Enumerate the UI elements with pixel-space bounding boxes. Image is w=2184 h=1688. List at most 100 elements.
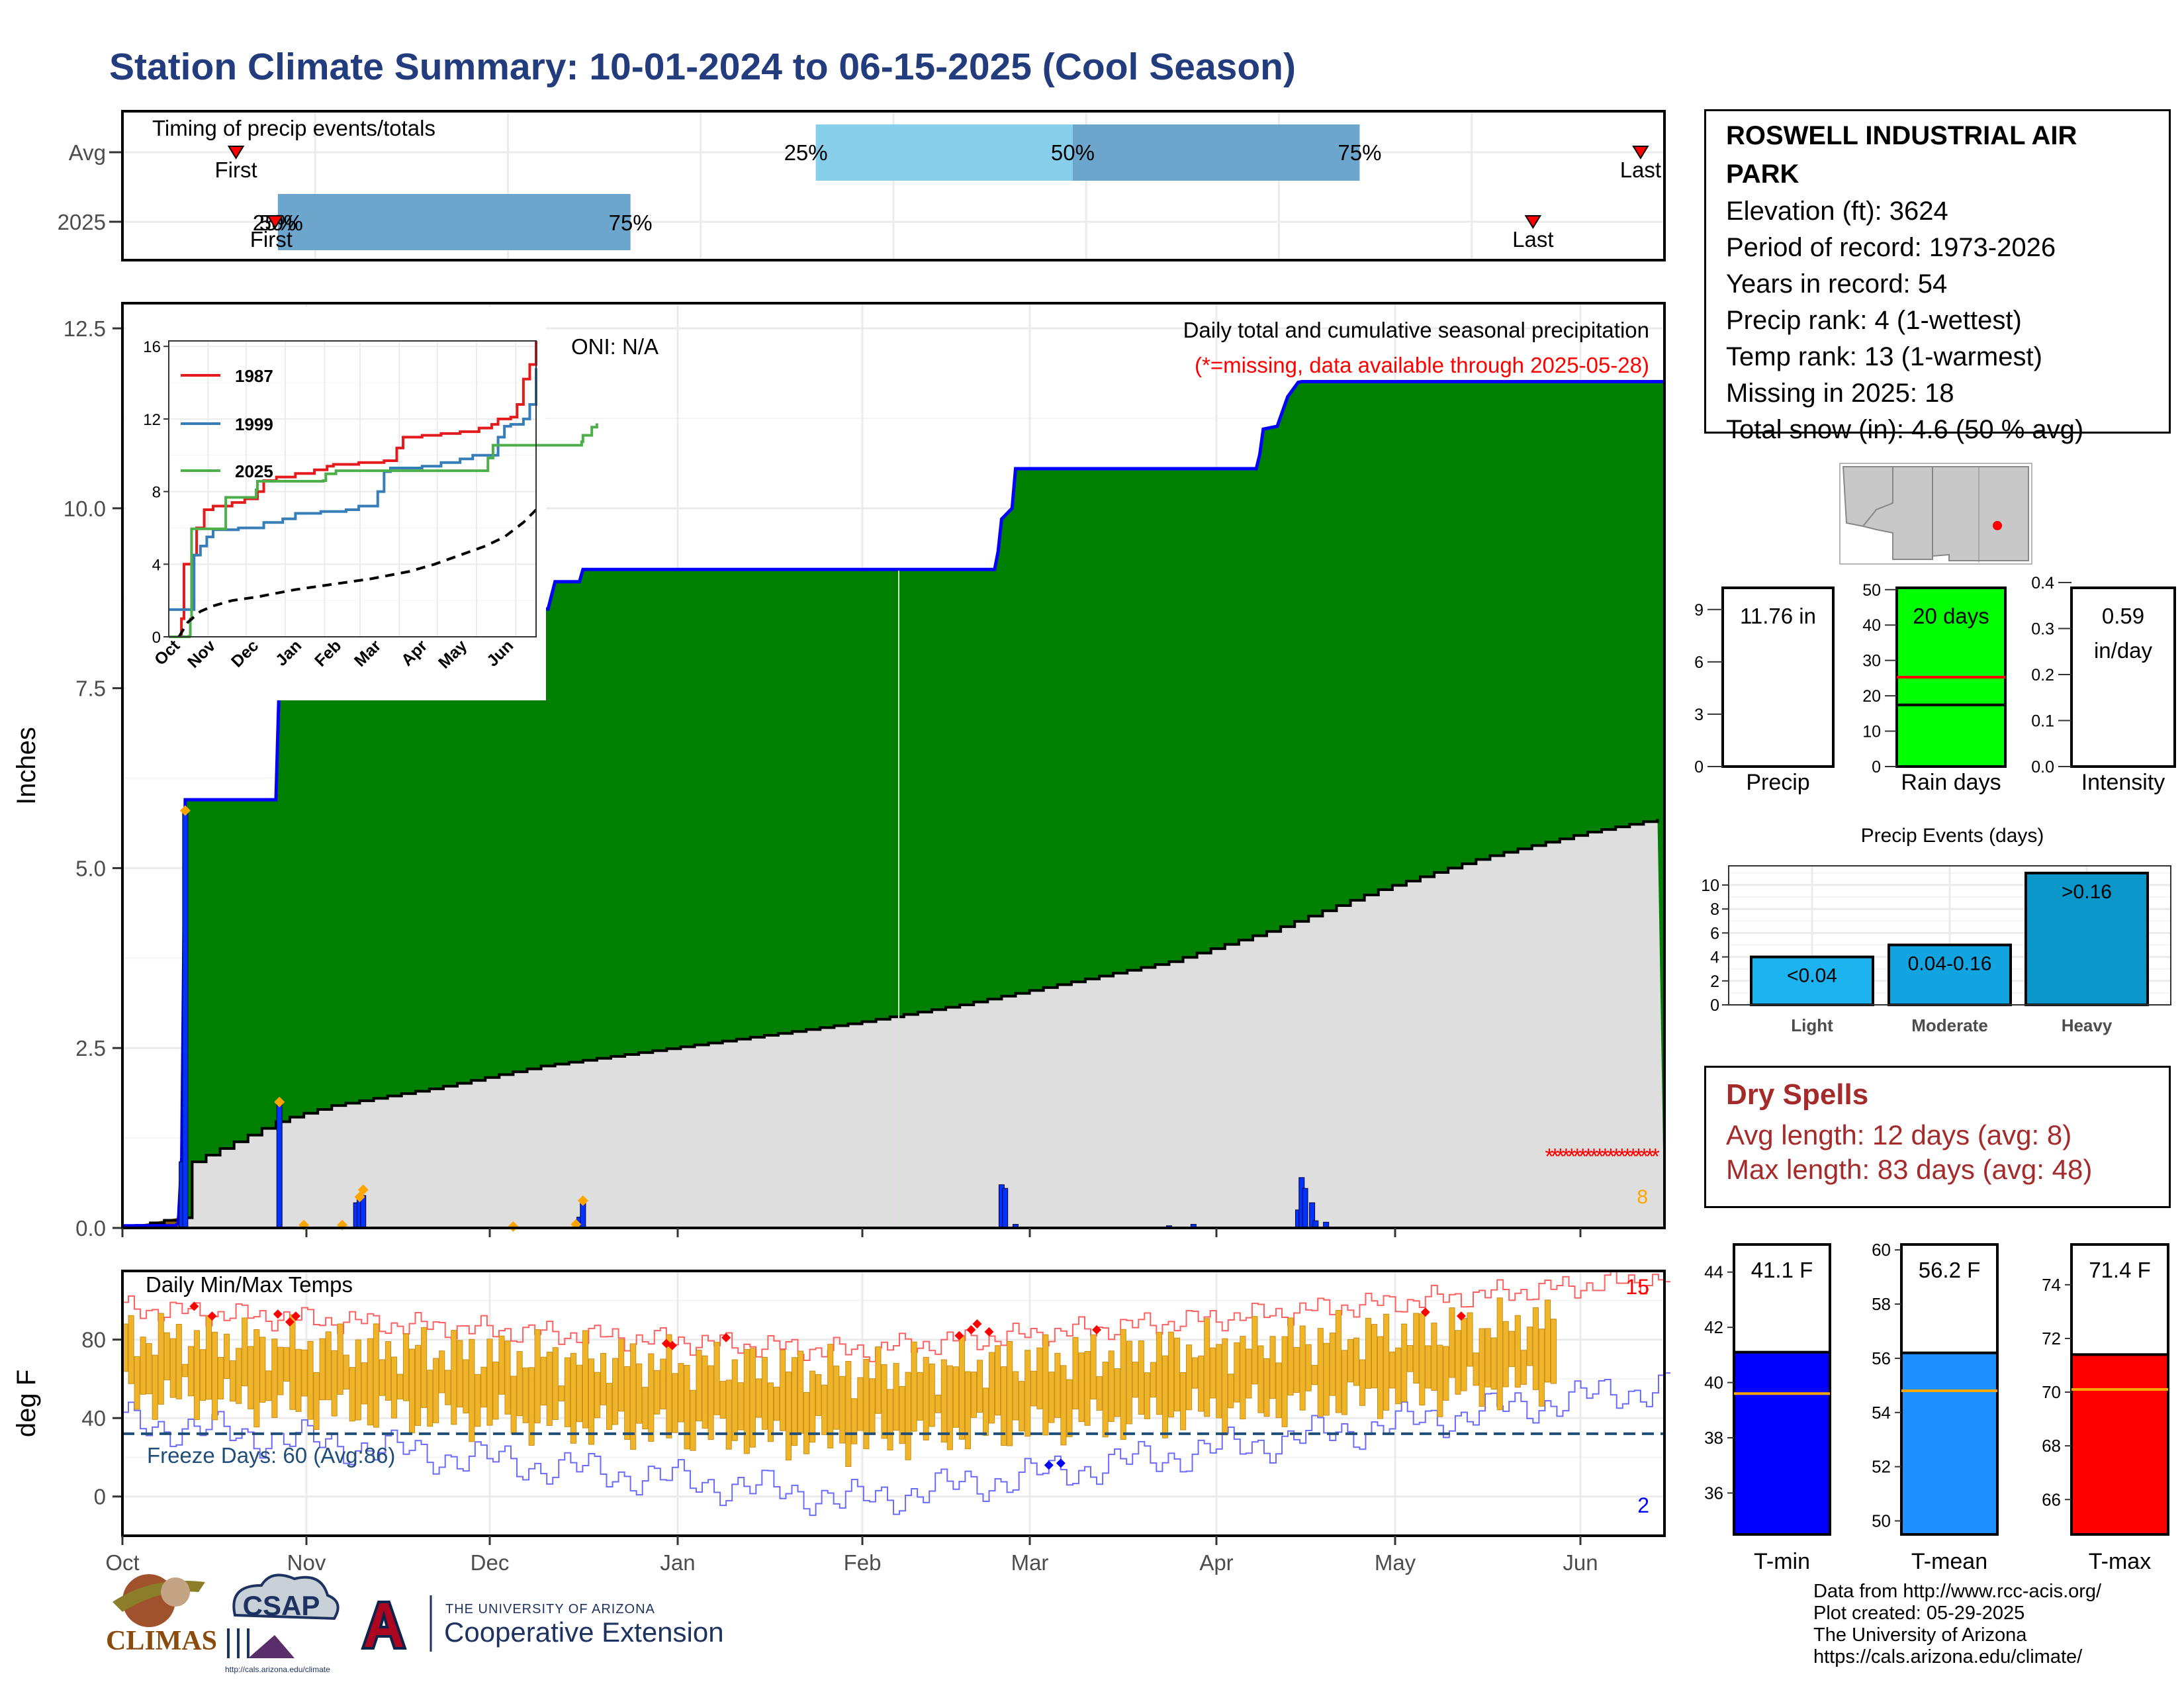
summary-y-tick-label: 0: [1694, 758, 1704, 776]
2025-last-marker: [1524, 215, 1542, 229]
daily-temp-bar: [1054, 1352, 1061, 1418]
daily-temp-bar: [1329, 1333, 1336, 1396]
logos: CSAP: [113, 1573, 432, 1658]
daily-temp-bar: [534, 1329, 541, 1424]
dry-spells-box: Dry Spells Avg length: 12 days (avg: 8) …: [1704, 1066, 2171, 1208]
snow-count: 8: [1637, 1186, 1648, 1208]
y-tick-label: 5.0: [75, 856, 106, 880]
daily-temp-bar: [821, 1384, 828, 1435]
summary-bars: 11.76 in 0 3 6 9 Precip 20 days 0 10 20 30 40 50 Rain…: [1694, 574, 2176, 795]
daily-temp-bar: [737, 1382, 744, 1430]
daily-temp-bar: [1108, 1350, 1115, 1422]
temp-bar-y-tick-label: 40: [1704, 1373, 1723, 1393]
summary-y-tick-label: 0.0: [2031, 758, 2054, 776]
daily-temp-bar: [1030, 1370, 1037, 1407]
daily-temp-bar: [289, 1314, 296, 1410]
daily-temp-bar: [421, 1327, 428, 1408]
daily-temp-bar: [486, 1338, 493, 1426]
event-bar: [2025, 871, 2149, 1006]
daily-temp-bar: [217, 1356, 224, 1400]
daily-temp-bar: [797, 1350, 804, 1434]
y-tick-label: 7.5: [75, 677, 106, 701]
daily-temp-bar: [469, 1338, 475, 1442]
daily-temp-bar: [1161, 1355, 1169, 1438]
location-map: [1839, 463, 2032, 565]
timing-panel: 25%50%75%25%50%75%FirstLastFirstLastTimi…: [58, 110, 1666, 261]
daily-temp-bar: [379, 1359, 385, 1396]
daily-temp-bar: [248, 1346, 254, 1409]
page-title: Station Climate Summary: 10-01-2024 to 0…: [109, 46, 1296, 88]
daily-temp-bar: [193, 1330, 201, 1421]
avg-first-marker: [227, 146, 245, 160]
daily-temp-bar: [785, 1371, 792, 1461]
daily-temp-bar: [1222, 1338, 1228, 1436]
summary-y-tick-label: 0: [1872, 758, 1881, 776]
daily-temp-bar: [779, 1349, 786, 1431]
daily-temp-bar: [415, 1344, 422, 1427]
daily-temp-bar: [1120, 1329, 1126, 1440]
record-high-marker: [189, 1301, 199, 1311]
daily-temp-bar: [331, 1350, 338, 1417]
daily-temp-bar: [1490, 1337, 1497, 1390]
daily-temp-bar: [319, 1338, 326, 1401]
temp-bar-y-tick-label: 70: [2042, 1382, 2061, 1402]
daily-temp-bar: [660, 1358, 666, 1410]
daily-temp-bar: [940, 1359, 947, 1443]
daily-temp-bar: [1389, 1351, 1396, 1389]
daily-temp-bar: [815, 1374, 822, 1417]
daily-temp-bar: [301, 1349, 308, 1397]
y-tick-label: 0.0: [75, 1216, 106, 1241]
temperature-chart: Freeze Days: 60 (Avg:86) Daily Min/Max Te…: [12, 1270, 1671, 1575]
daily-temp-bar: [618, 1338, 625, 1412]
daily-temp-bar: [648, 1353, 655, 1442]
daily-temp-bar: [1186, 1344, 1193, 1411]
chart-note: Daily total and cumulative seasonal prec…: [1183, 318, 1649, 342]
daily-temp-bar: [964, 1371, 971, 1450]
daily-temp-bar: [582, 1330, 589, 1429]
daily-temp-bar: [504, 1340, 511, 1415]
precip-events-chart: Precip Events (days) <0.04 Light 0.04-0.16 M…: [1701, 825, 2171, 1035]
daily-temp-bar: [1013, 1371, 1019, 1421]
temp-bar-y-tick-label: 44: [1704, 1262, 1723, 1282]
summary-y-tick-label: 20: [1862, 687, 1881, 706]
temp-y-tick-label: 40: [81, 1406, 106, 1430]
daily-temp-bar: [624, 1366, 631, 1440]
daily-precip-bar: [1302, 1188, 1308, 1229]
daily-temp-bar: [1150, 1362, 1156, 1398]
daily-temp-bar: [1425, 1345, 1432, 1389]
info-line: Missing in 2025: 18: [1726, 379, 1954, 408]
record-low-marker: [1056, 1458, 1066, 1468]
temp-value-bar: [2070, 1353, 2169, 1536]
daily-temp-bar: [1317, 1328, 1324, 1417]
event-x-label: Heavy: [2062, 1015, 2113, 1035]
record-high-marker: [667, 1340, 677, 1350]
summary-bar-box: [1721, 586, 1835, 768]
daily-temp-bar: [390, 1356, 398, 1419]
daily-temp-bar: [1502, 1321, 1509, 1387]
inset-series-line: [169, 423, 598, 638]
daily-temp-bar: [970, 1372, 978, 1418]
inset-border: [168, 340, 537, 637]
daily-temp-bar: [1544, 1299, 1551, 1383]
temp-bar-x-label: T-mean: [1911, 1549, 1987, 1574]
daily-temp-bar: [516, 1351, 523, 1417]
info-line: Total snow (in): 4.6 (50 % avg): [1726, 415, 2084, 444]
daily-temp-bar: [546, 1351, 553, 1426]
daily-temp-bar: [1287, 1317, 1294, 1396]
daily-temp-bar: [349, 1367, 355, 1422]
temp-bar-y-tick-label: 36: [1704, 1483, 1723, 1503]
inset-series-line: [169, 368, 537, 611]
temp-value-label: 71.4 F: [2089, 1258, 2151, 1282]
csap-mountain-icon: [248, 1635, 295, 1658]
summary-y-tick-label: 0.1: [2031, 712, 2054, 731]
month-tick-label: Apr: [1199, 1550, 1233, 1575]
record-high-marker: [984, 1327, 994, 1336]
daily-temp-bar: [1192, 1357, 1199, 1389]
record-high-marker: [285, 1317, 295, 1327]
daily-temp-bar: [128, 1315, 134, 1384]
daily-temp-bar: [1538, 1329, 1545, 1407]
daily-temp-bar: [1508, 1331, 1515, 1368]
daily-temp-bar: [869, 1378, 876, 1435]
month-tick-label: Oct: [105, 1550, 139, 1575]
